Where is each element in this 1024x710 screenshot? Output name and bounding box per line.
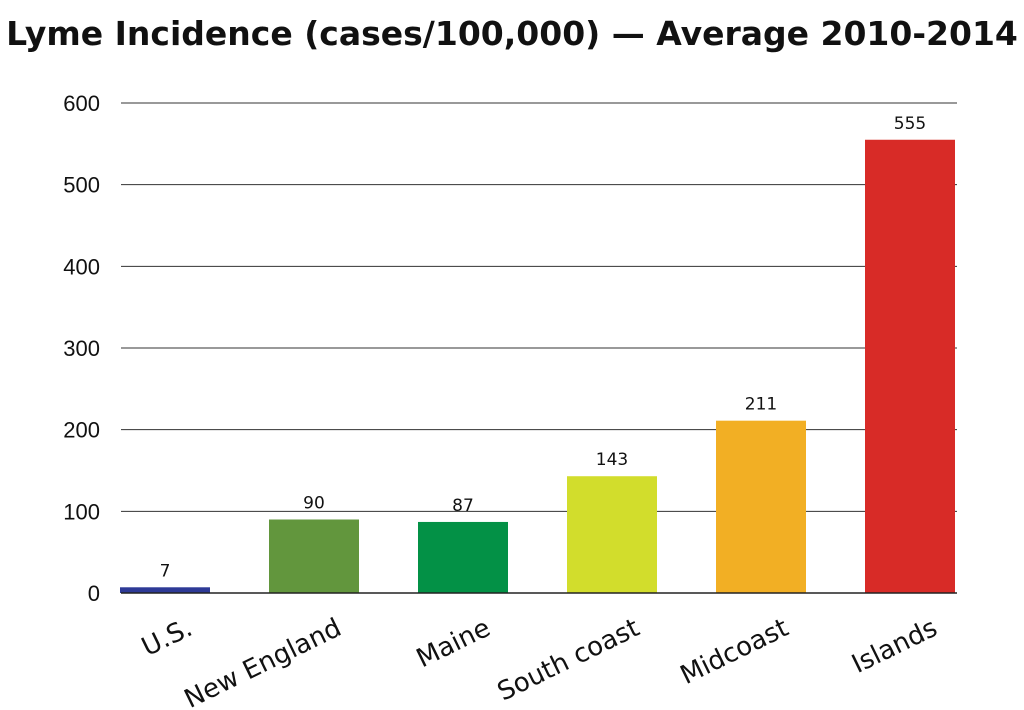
bar-midcoast xyxy=(716,420,806,593)
gridlines xyxy=(121,102,957,512)
bars xyxy=(120,139,955,593)
y-tick-label: 600 xyxy=(63,91,100,116)
y-tick-label: 400 xyxy=(63,254,100,279)
bar-new-england xyxy=(269,519,359,593)
bar-south-coast xyxy=(567,476,657,593)
x-tick-label: South coast xyxy=(493,613,644,707)
y-tick-label: 200 xyxy=(63,418,100,443)
data-label: 143 xyxy=(596,450,628,470)
y-tick-label: 0 xyxy=(88,581,100,606)
data-label: 555 xyxy=(894,114,926,134)
data-label: 7 xyxy=(160,561,171,581)
x-tick-label: Maine xyxy=(412,613,495,674)
x-tick-label: Midcoast xyxy=(676,613,793,691)
y-axis-ticks: 0 100 200 300 400 500 600 xyxy=(63,91,100,606)
x-tick-label: New England xyxy=(180,613,346,710)
bar-u-s xyxy=(120,587,210,593)
y-tick-label: 100 xyxy=(63,499,100,524)
x-tick-label: Islands xyxy=(847,613,942,680)
data-labels: 7 90 87 143 211 555 xyxy=(160,114,927,582)
chart-title: Lyme Incidence (cases/100,000) — Average… xyxy=(6,14,1018,53)
y-tick-label: 500 xyxy=(63,173,100,198)
bar-maine xyxy=(418,521,508,593)
x-tick-label: U.S. xyxy=(137,613,197,663)
data-label: 211 xyxy=(745,395,777,415)
y-tick-label: 300 xyxy=(63,336,100,361)
data-label: 87 xyxy=(452,496,474,516)
data-label: 90 xyxy=(303,494,325,514)
bar-islands xyxy=(865,139,955,593)
